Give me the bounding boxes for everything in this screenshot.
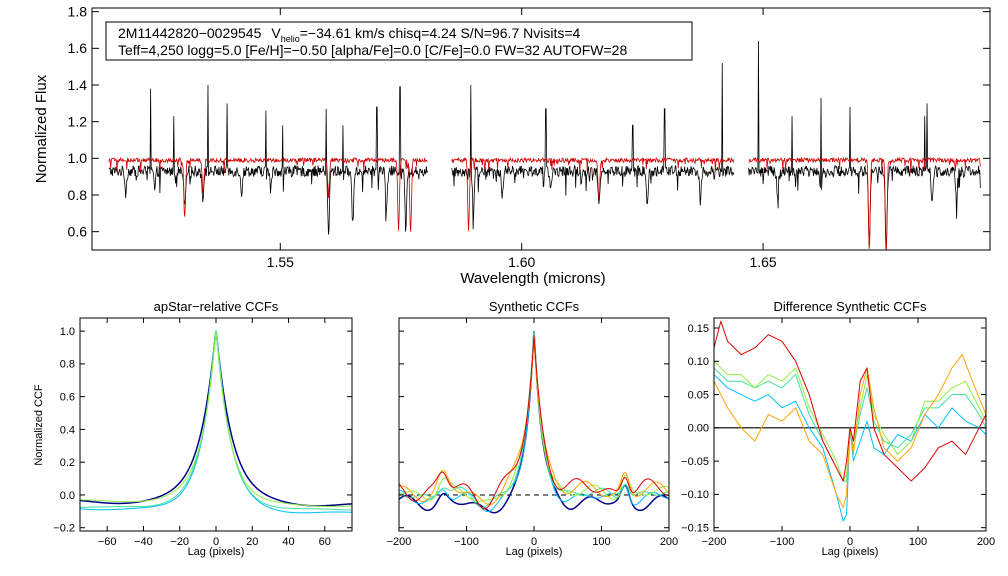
annotation-vhelio-symbol: V [271, 25, 281, 41]
x-tick-label: −200 [702, 536, 727, 548]
x-tick-label: −100 [454, 536, 479, 548]
y-tick-label: 1.0 [60, 326, 75, 338]
y-tick-label: −0.2 [53, 523, 75, 535]
annotation-star-id: 2M11442820−0029545 [118, 25, 262, 41]
x-tick-label: −200 [387, 536, 412, 548]
spectrum-series-model [108, 156, 428, 232]
y-tick-label: 0.2 [60, 457, 75, 469]
ccf-series-visit-5 [398, 335, 670, 510]
x-tick-label: 40 [282, 536, 294, 548]
spectrum-series-observed [451, 62, 735, 230]
x-tick-label: 0 [531, 536, 537, 548]
x-tick-label: 100 [909, 536, 927, 548]
x-tick-label: 200 [660, 536, 678, 548]
ccf-panel-apstar: apStar−relative CCFs −60 −40 −20 0 20 40 60 −0.… [33, 299, 353, 558]
ccf-synthetic-xlabel: Lag (pixels) [506, 546, 563, 558]
x-tick-label: −100 [770, 536, 795, 548]
y-tick-label: 0.00 [688, 423, 709, 435]
ccf-series-visit-3 [398, 334, 670, 502]
ccf-series-visit-3 [79, 331, 353, 507]
y-tick-label: 0.05 [688, 389, 709, 401]
spectrum-annotation-box [105, 21, 693, 61]
ccf-panel-difference: Difference Synthetic CCFs −200 −100 0 100 20… [681, 299, 995, 558]
spectrum-panel: 1.55 1.60 1.65 0.6 0.8 1.0 1.2 1.4 1.6 1.8 2M1144… [33, 4, 991, 287]
x-tick-label: −20 [170, 536, 189, 548]
x-tick-label: 1.60 [508, 254, 535, 270]
y-tick-label: −0.10 [681, 489, 709, 501]
y-tick-label: 0.15 [688, 323, 709, 335]
spectrum-annotation-line2: Teff=4,250 logg=5.0 [Fe/H]=−0.50 [alpha/… [118, 42, 627, 58]
y-tick-label: 0.4 [60, 424, 75, 436]
spectrum-annotation-line1: 2M11442820−0029545 Vhelio=−34.61 km/s chi… [118, 25, 581, 44]
difference-series-visit-4 [713, 354, 987, 509]
x-tick-label: 200 [977, 536, 995, 548]
x-tick-label: 100 [592, 536, 610, 548]
difference-series-visit-5 [713, 320, 987, 482]
spectrum-series-observed [748, 40, 981, 250]
y-tick-label: 0.6 [68, 224, 88, 240]
x-tick-label: 20 [246, 536, 258, 548]
y-tick-label: −0.05 [681, 456, 709, 468]
y-tick-label: −0.15 [681, 523, 709, 535]
ccf-synthetic-title: Synthetic CCFs [489, 299, 580, 314]
y-tick-label: 1.8 [68, 4, 88, 20]
ccf-series-visit-2 [398, 331, 670, 509]
y-tick-label: 1.2 [68, 114, 88, 130]
y-tick-label: 0.8 [68, 187, 88, 203]
annotation-vhelio-subscript: helio [281, 34, 300, 44]
y-tick-label: 1.0 [68, 150, 88, 166]
ccf-apstar-title: apStar−relative CCFs [154, 299, 279, 314]
ccf-apstar-ylabel: Normalized CCF [33, 384, 45, 466]
y-tick-label: 1.4 [68, 77, 88, 93]
y-tick-label: 0.0 [60, 490, 75, 502]
spectrum-series-model [748, 156, 981, 250]
y-tick-label: 0.6 [60, 391, 75, 403]
ccf-apstar-xlabel: Lag (pixels) [188, 546, 245, 558]
x-tick-label: 0 [213, 536, 219, 548]
y-tick-label: 1.6 [68, 40, 88, 56]
ccf-difference-xlabel: Lag (pixels) [822, 546, 879, 558]
spectrum-series-observed [108, 84, 428, 235]
x-tick-label: 0 [847, 536, 853, 548]
spectrum-axes-frame [91, 7, 991, 251]
x-tick-label: 60 [319, 536, 331, 548]
spectrum-series-model [451, 156, 735, 231]
spectrum-xlabel: Wavelength (microns) [460, 270, 605, 287]
x-tick-label: −60 [98, 536, 117, 548]
x-tick-label: 1.65 [749, 254, 776, 270]
x-tick-label: −40 [134, 536, 153, 548]
ccf-difference-title: Difference Synthetic CCFs [774, 299, 927, 314]
annotation-vhelio-values: =−34.61 km/s chisq=4.24 S/N=96.7 Nvisits… [300, 25, 581, 41]
ccf-panel-synthetic: Synthetic CCFs −200 −100 0 100 200 Lag (pixe… [387, 299, 679, 558]
y-tick-label: 0.8 [60, 359, 75, 371]
spectrum-ylabel: Normalized Flux [33, 74, 50, 183]
y-tick-label: 0.10 [688, 356, 709, 368]
x-tick-label: 1.55 [267, 254, 294, 270]
